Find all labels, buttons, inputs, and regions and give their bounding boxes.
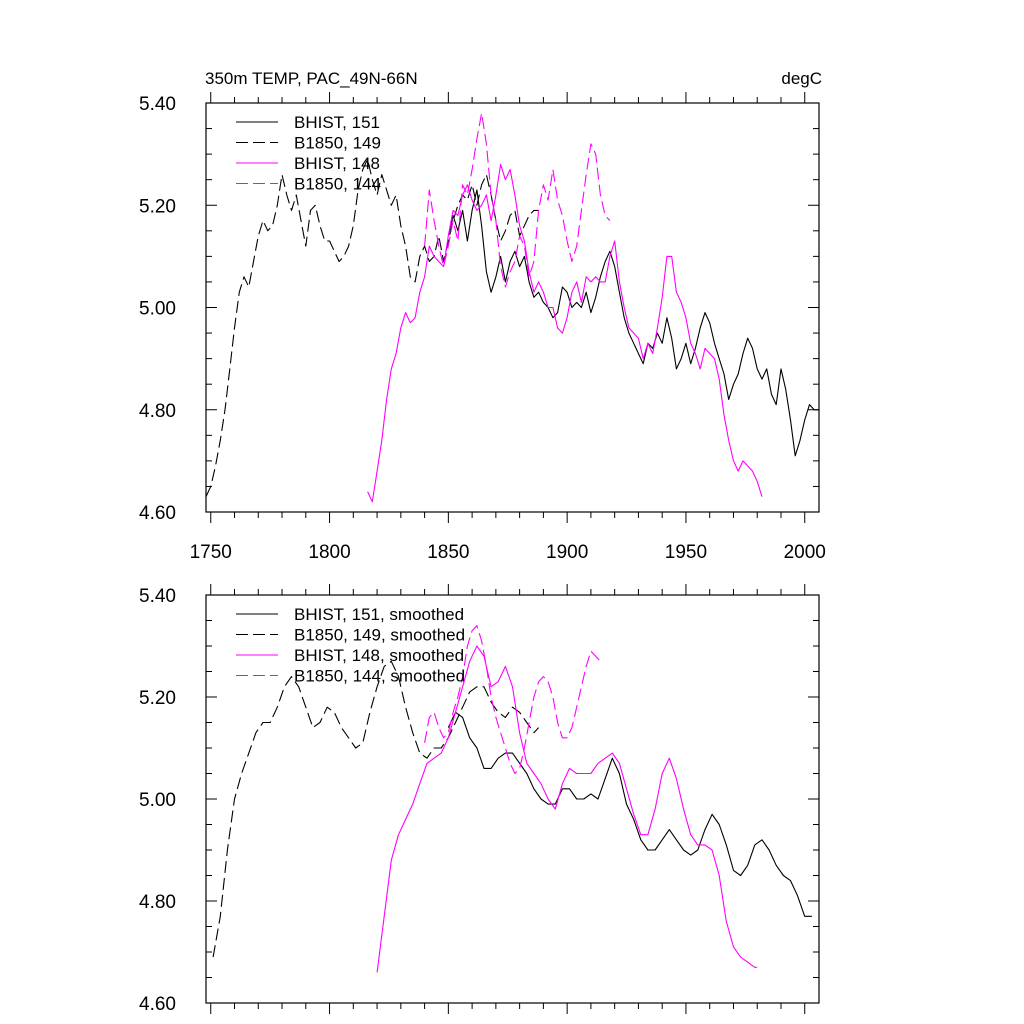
x-tick-label: 1800	[308, 542, 350, 563]
series-line-b1850-149-smoothed	[212, 660, 540, 958]
y-tick-label: 4.60	[139, 994, 176, 1015]
y-tick-label: 5.00	[139, 790, 176, 811]
x-tick-label: 1850	[427, 542, 469, 563]
series-line-bhist-151-smoothed	[447, 711, 812, 917]
y-tick-label: 5.40	[139, 586, 176, 607]
legend-label: B1850, 149	[294, 134, 381, 153]
top-panel: 350m TEMP, PAC_49N-66N degC 4.60 4.80 5.00…	[139, 69, 826, 563]
panel-title: 350m TEMP, PAC_49N-66N	[205, 69, 418, 88]
x-tick-label: 1900	[546, 542, 588, 563]
x-tick-label: 2000	[784, 542, 826, 563]
legend-label: B1850, 144	[294, 175, 381, 194]
legend-label: BHIST, 148, smoothed	[294, 646, 464, 665]
series-line-b1850-149	[205, 158, 539, 497]
y-tick-label: 5.40	[139, 94, 176, 115]
y-tick-label: 5.20	[139, 688, 176, 709]
legend-label: BHIST, 151	[294, 113, 380, 132]
series-line-bhist-148-smoothed	[376, 645, 758, 973]
legend-label: B1850, 149, smoothed	[294, 626, 465, 645]
y-tick-label: 5.00	[139, 299, 176, 320]
y-tick-label: 5.20	[139, 196, 176, 217]
legend-label: BHIST, 148	[294, 154, 380, 173]
y-tick-label: 4.60	[139, 503, 176, 524]
series-line-b1850-144-smoothed	[424, 625, 601, 775]
bottom-panel: 4.60 4.80 5.00 5.20 5.40 BHIST, 151, smoothed…	[139, 584, 820, 1015]
x-tick-label: 1750	[190, 542, 232, 563]
series-line-bhist-151	[447, 189, 819, 457]
y-tick-label: 4.80	[139, 892, 176, 913]
panel-units: degC	[781, 69, 822, 88]
series-line-bhist-148	[367, 163, 763, 503]
legend-label: BHIST, 151, smoothed	[294, 605, 464, 624]
series-line-b1850-144	[424, 112, 611, 288]
legend-label: B1850, 144, smoothed	[294, 667, 465, 686]
y-tick-label: 4.80	[139, 401, 176, 422]
x-tick-label: 1950	[665, 542, 707, 563]
